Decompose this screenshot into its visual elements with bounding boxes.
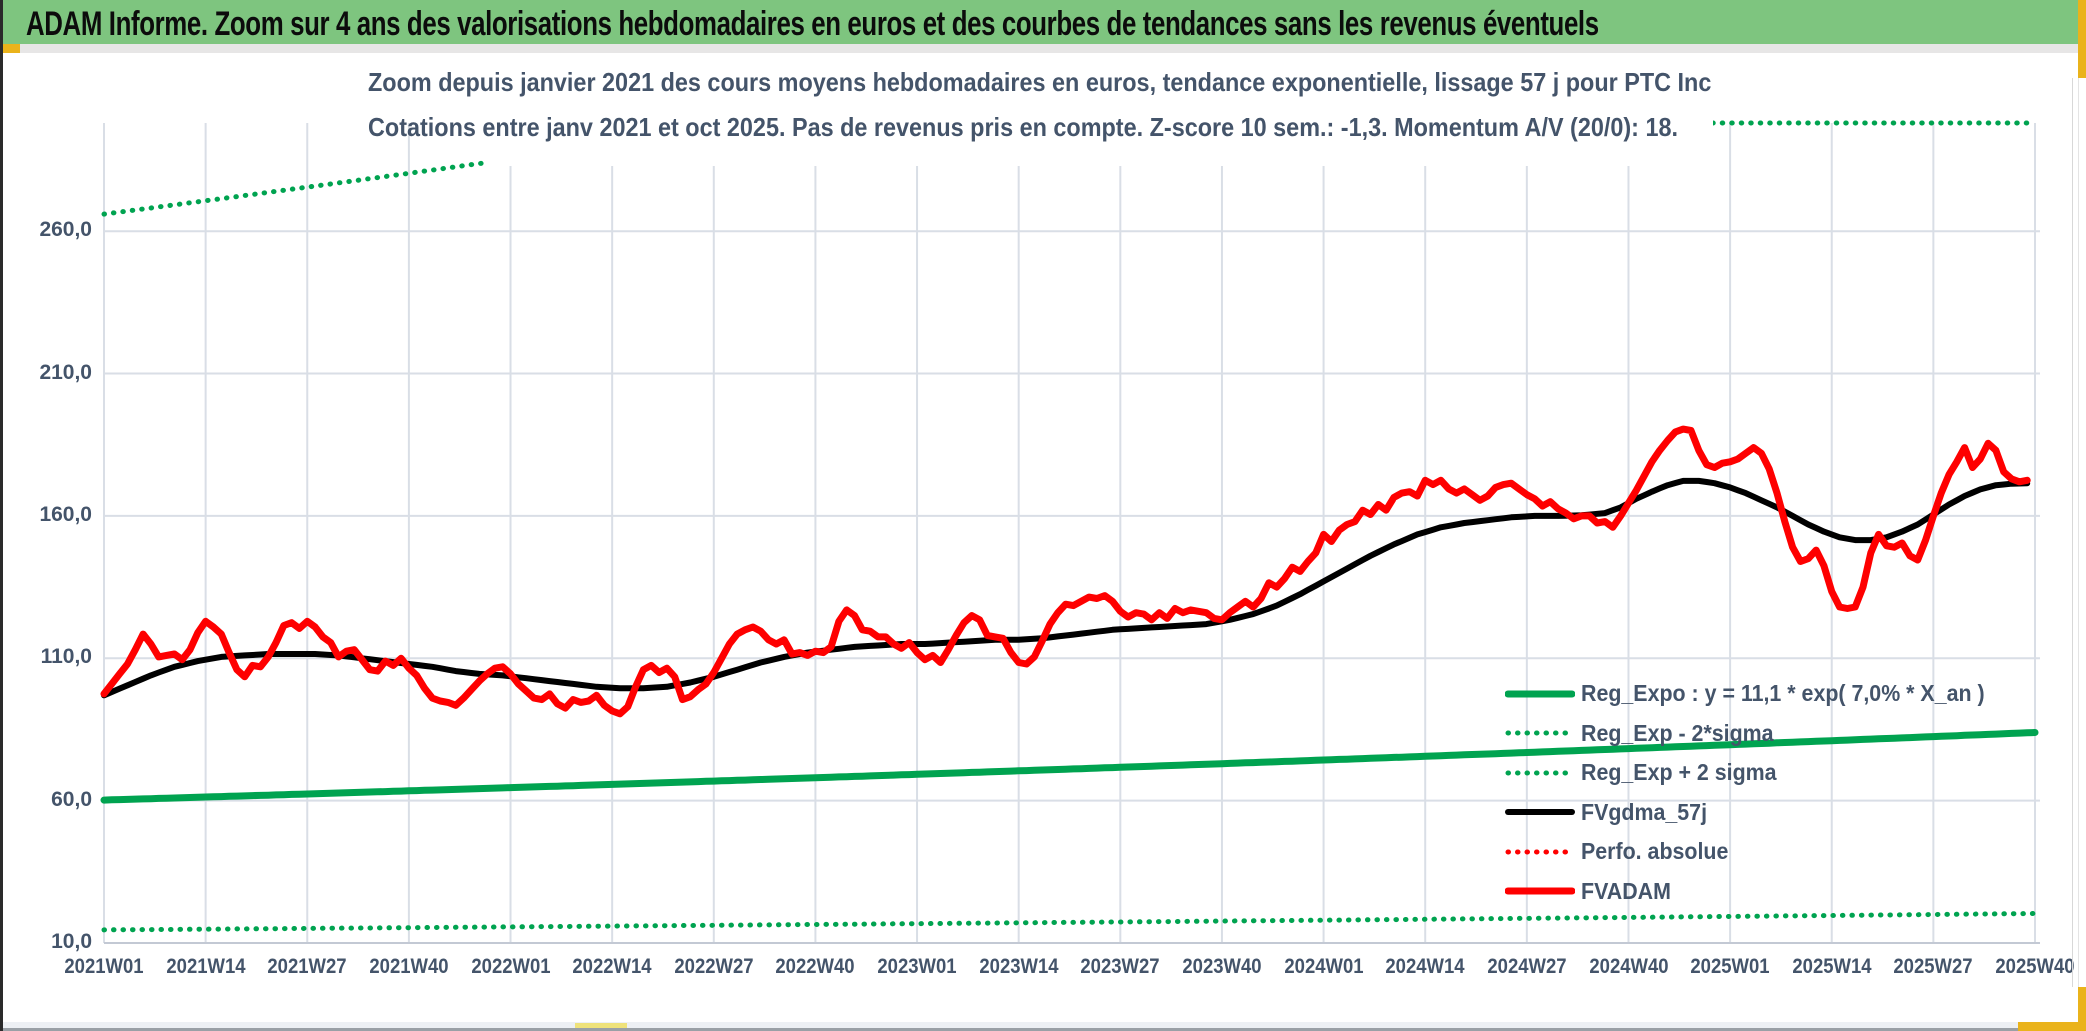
y-axis-tick-label: 160,0 [39, 502, 92, 526]
x-axis-tick-label: 2025W14 [1792, 955, 1872, 978]
window-bottom-border [0, 1028, 2086, 1031]
subtitle-textbox-background [486, 56, 1713, 166]
x-axis-tick-label: 2021W14 [166, 955, 246, 978]
legend-row[interactable]: FVADAM [1505, 872, 2015, 912]
legend-swatch-solid-line-icon [1505, 887, 1575, 895]
x-axis-tick-label: 2024W14 [1385, 955, 1465, 978]
legend-label: Reg_Exp + 2 sigma [1581, 759, 1777, 786]
x-axis-tick-label: 2025W01 [1690, 955, 1770, 978]
legend-swatch-dotted-line-icon [1505, 849, 1575, 855]
page-background-accent-left [3, 44, 20, 53]
series-weekly-valuation [100, 425, 2031, 718]
legend-row[interactable]: Reg_Exp + 2 sigma [1505, 753, 2015, 793]
x-axis-tick-label: 2024W01 [1284, 955, 1364, 978]
series-absolute-performance [101, 426, 2030, 717]
legend-row[interactable]: Perfo. absolue [1505, 832, 2015, 872]
y-axis-tick-label: 60,0 [51, 787, 92, 811]
x-axis-tick-label: 2025W27 [1893, 955, 1973, 978]
x-axis-tick-label: 2023W01 [877, 955, 957, 978]
x-axis-tick-label: 2021W40 [369, 955, 449, 978]
chart-subtitle-line2: Cotations entre janv 2021 et oct 2025. P… [368, 112, 1679, 142]
y-axis-tick-label: 210,0 [39, 360, 92, 384]
y-axis-tick-label: 260,0 [39, 218, 92, 242]
x-axis-tick-label: 2024W27 [1487, 955, 1567, 978]
horizontal-scrollbar-thumb[interactable] [575, 1023, 627, 1028]
window-title-bar: ADAM Informe. Zoom sur 4 ans des valoris… [0, 0, 2078, 44]
vertical-scrollbar-track[interactable] [2072, 78, 2073, 987]
chart-legend: Reg_Expo : y = 11,1 * exp( 7,0% * X_an )… [1505, 674, 2015, 911]
x-axis-tick-label: 2021W01 [64, 955, 144, 978]
x-axis-tick-label: 2023W14 [979, 955, 1059, 978]
series-lower-band [101, 911, 2038, 933]
chart-subtitle-line1: Zoom depuis janvier 2021 des cours moyen… [368, 67, 1712, 97]
series-exponential-regression [100, 729, 2039, 804]
x-axis-tick-label: 2023W27 [1080, 955, 1160, 978]
page-background-accent-right [2078, 987, 2086, 1031]
legend-row[interactable]: FVgdma_57j [1505, 793, 2015, 833]
page-background-accent-top-right [2078, 0, 2086, 78]
x-axis-tick-label: 2021W27 [267, 955, 347, 978]
page-title: ADAM Informe. Zoom sur 4 ans des valoris… [26, 5, 1599, 43]
legend-swatch-solid-line-icon [1505, 809, 1575, 816]
legend-label: FVgdma_57j [1581, 798, 1708, 825]
x-axis-tick-label: 2024W40 [1588, 955, 1669, 978]
y-axis-tick-label: 110,0 [40, 645, 92, 669]
horizontal-scrollbar-track[interactable] [0, 1022, 2086, 1028]
y-axis-tick-label: 10,0 [51, 930, 92, 953]
legend-label: FVADAM [1581, 877, 1671, 904]
x-axis-tick-label: 2022W40 [775, 955, 855, 978]
vertical-scrollbar-track-edge [2078, 78, 2079, 987]
legend-label: Perfo. absolue [1581, 838, 1729, 865]
page-background-accent-bottom-right [2018, 1022, 2086, 1031]
legend-swatch-dotted-line-icon [1505, 730, 1575, 736]
x-axis-tick-label: 2022W01 [470, 955, 551, 978]
x-axis-tick-label: 2025W40 [1995, 955, 2075, 978]
legend-swatch-solid-line-icon [1505, 690, 1575, 698]
x-axis-tick-label: 2022W14 [572, 955, 652, 978]
x-axis-tick-label: 2023W40 [1182, 955, 1262, 978]
toolbar-divider-strip [20, 44, 2078, 53]
legend-swatch-dotted-line-icon [1505, 770, 1575, 776]
chart-subtitle-textbox: Zoom depuis janvier 2021 des cours moyen… [368, 60, 1861, 150]
legend-row[interactable]: Reg_Exp - 2*sigma [1505, 714, 2015, 754]
legend-row[interactable]: Reg_Expo : y = 11,1 * exp( 7,0% * X_an ) [1505, 674, 2015, 714]
legend-label: Reg_Expo : y = 11,1 * exp( 7,0% * X_an ) [1581, 680, 1985, 707]
series-57-day-moving-average [101, 477, 2031, 699]
x-axis-tick-label: 2022W27 [674, 955, 754, 978]
legend-label: Reg_Exp - 2*sigma [1581, 719, 1774, 746]
window-left-edge [0, 0, 3, 1031]
